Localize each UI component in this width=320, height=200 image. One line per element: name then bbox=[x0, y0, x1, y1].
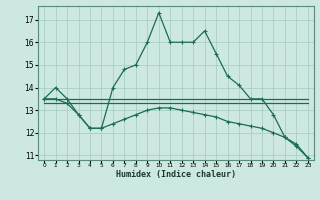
X-axis label: Humidex (Indice chaleur): Humidex (Indice chaleur) bbox=[116, 170, 236, 179]
